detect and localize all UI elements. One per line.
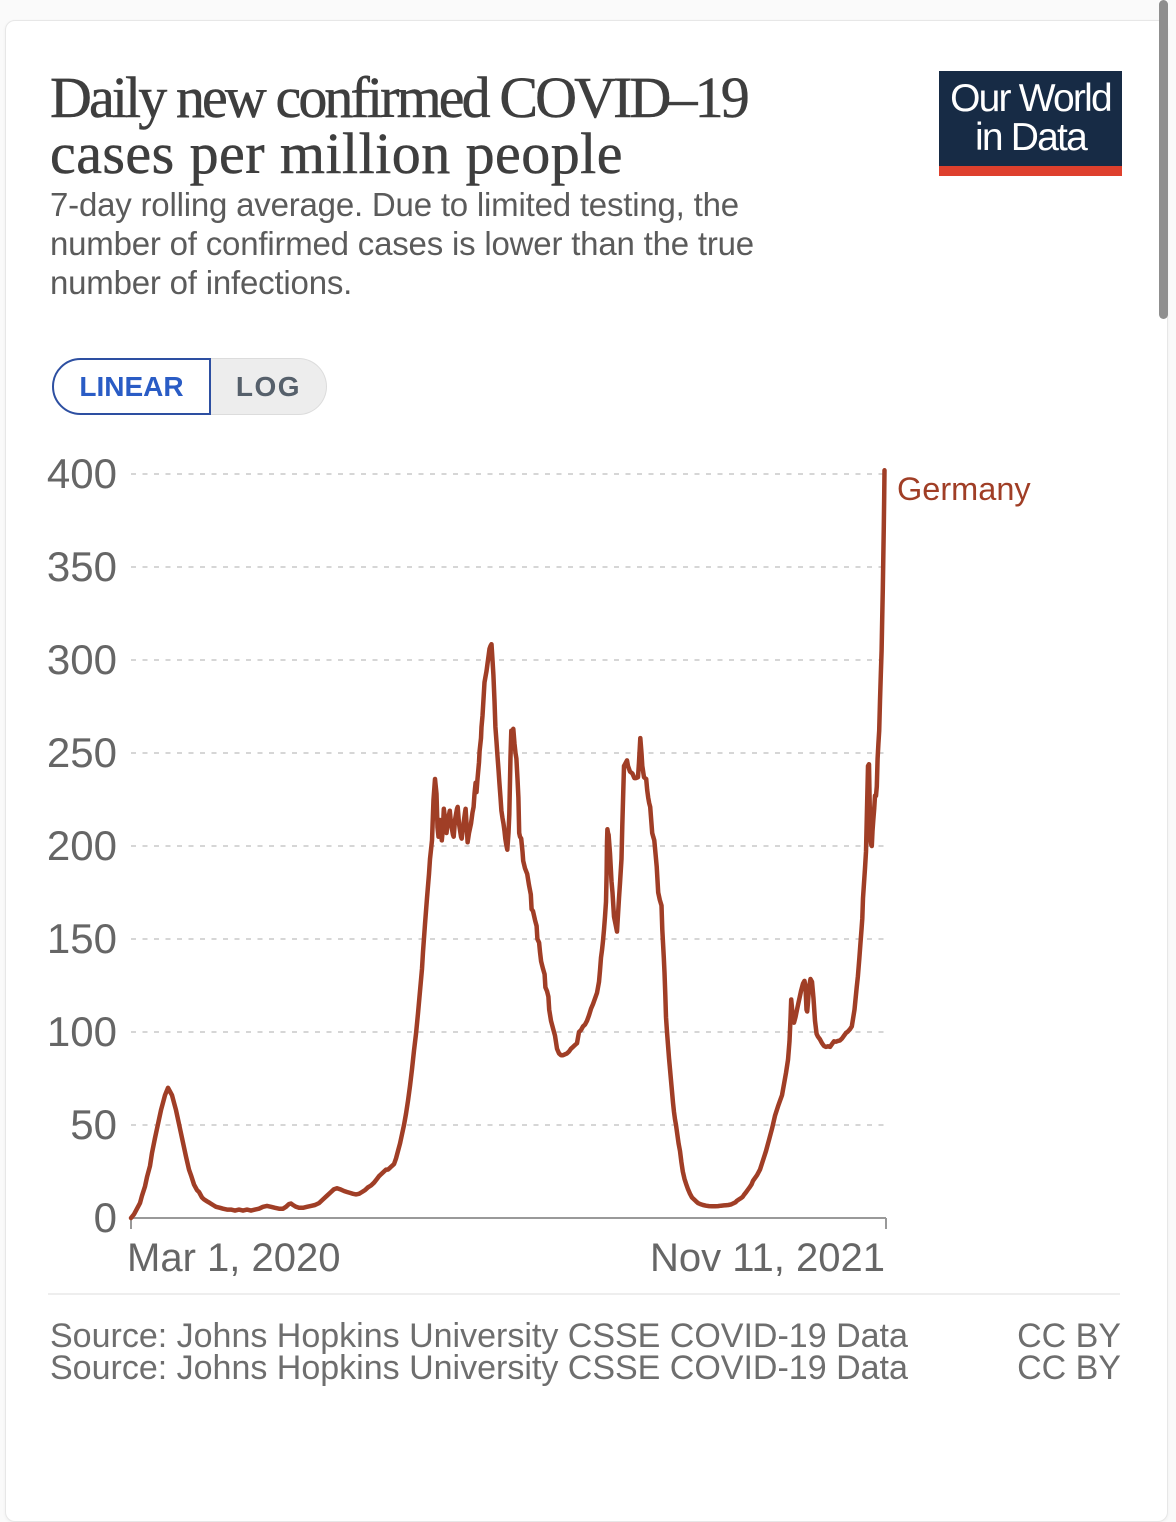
svg-text:400: 400 [47, 450, 117, 497]
svg-text:200: 200 [47, 822, 117, 869]
svg-text:100: 100 [47, 1008, 117, 1055]
svg-text:0: 0 [94, 1194, 117, 1241]
svg-text:150: 150 [47, 915, 117, 962]
svg-text:50: 50 [70, 1101, 117, 1148]
svg-text:300: 300 [47, 636, 117, 683]
svg-text:250: 250 [47, 729, 117, 776]
svg-text:350: 350 [47, 543, 117, 590]
